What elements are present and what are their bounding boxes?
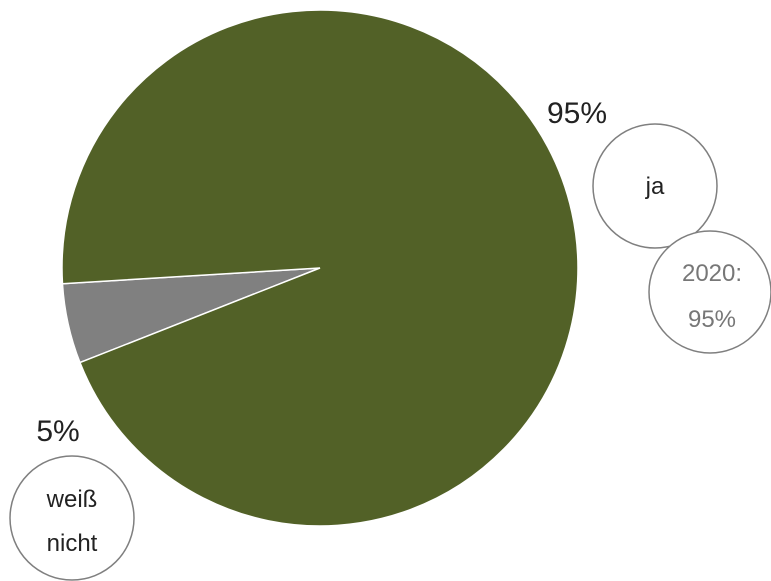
bubble-weiss-nicht (9, 455, 135, 581)
bubble-label-weiss-nicht-line2: nicht (47, 530, 98, 557)
slice-percent-label-weiss-nicht: 5% (36, 415, 79, 448)
bubble-ja (592, 123, 718, 249)
bubble-previous-year-ja (648, 230, 771, 354)
previous-year-label: 2020: (682, 260, 742, 287)
bubble-label-weiss-nicht-line1: weiß (46, 486, 98, 513)
slice-percent-label-ja: 95% (547, 97, 607, 130)
pie-slices (61, 9, 579, 527)
bubble-label-ja: ja (645, 173, 665, 200)
pie-slice-ja (61, 9, 579, 527)
previous-year-value: 95% (688, 306, 736, 333)
